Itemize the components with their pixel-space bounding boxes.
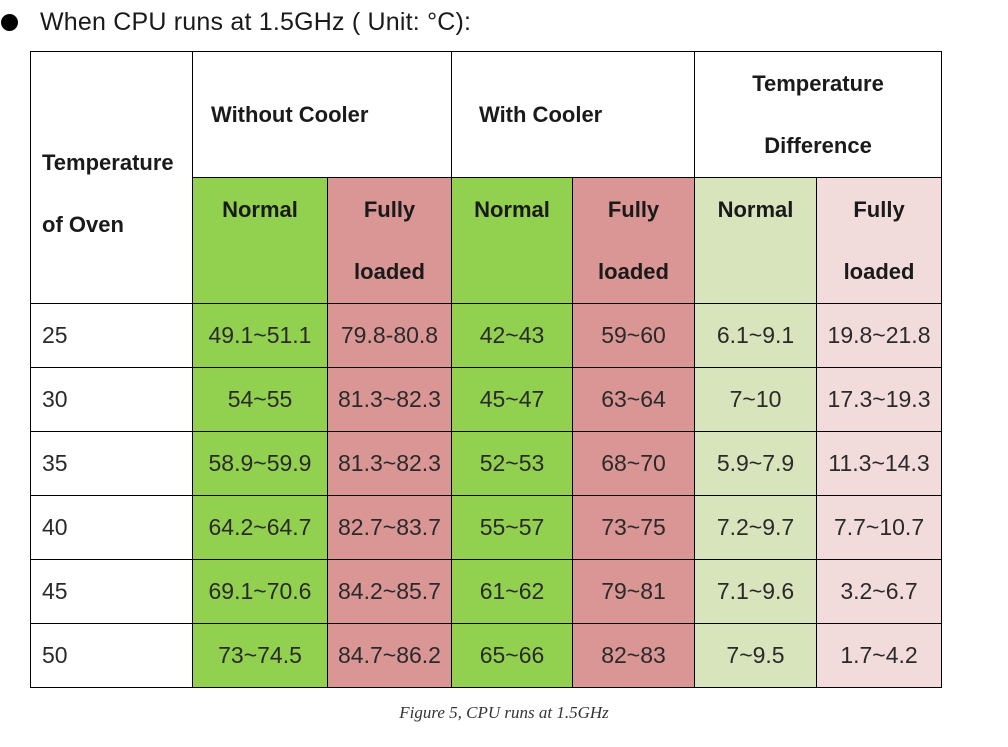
bullet-icon [1,13,18,31]
value-cell: 11.3~14.3 [816,431,943,496]
corner-header-line1: Temperature [42,149,174,175]
oven-temp-cell: 40 [30,495,193,560]
value-cell: 55~57 [451,495,573,560]
value-cell: 73~74.5 [192,623,328,688]
value-cell: 58.9~59.9 [192,431,328,496]
value-cell: 65~66 [451,623,573,688]
sub-header-fully-without: Fully loaded [327,177,452,304]
value-cell: 81.3~82.3 [327,431,452,496]
sub-header-normal-diff: Normal [694,177,818,304]
sub-header-label: loaded [843,259,915,284]
value-cell: 3.2~6.7 [816,559,943,624]
sub-header-label: Fully [853,197,905,222]
value-cell: 84.2~85.7 [327,559,452,624]
value-cell: 7~9.5 [694,623,818,688]
group-header-td-line1: Temperature [752,70,884,96]
sub-header-fully-with: Fully loaded [571,177,696,304]
figure-caption: Figure 5, CPU runs at 1.5GHz [399,703,609,722]
value-cell: 63~64 [571,367,696,432]
value-cell: 6.1~9.1 [694,303,818,368]
value-cell: 5.9~7.9 [694,431,818,496]
value-cell: 84.7~86.2 [327,623,452,688]
value-cell: 7~10 [694,367,818,432]
sub-header-label: Normal [222,197,298,222]
value-cell: 79.8-80.8 [327,303,452,368]
sub-header-label: Fully [363,197,416,222]
corner-header-line2: of Oven [42,211,124,237]
table-row: 50 73~74.5 84.7~86.2 65~66 82~83 7~9.5 1… [30,623,943,688]
oven-temp-cell: 35 [30,431,193,496]
value-cell: 61~62 [451,559,573,624]
temperature-table: Temperature of Oven Without Cooler With … [30,51,943,688]
value-cell: 54~55 [192,367,328,432]
sub-header-label: loaded [354,259,425,284]
group-header-without-cooler: Without Cooler [192,51,452,178]
sub-header-label: loaded [598,259,669,284]
value-cell: 19.8~21.8 [816,303,943,368]
oven-temp-cell: 30 [30,367,193,432]
table-row: 30 54~55 81.3~82.3 45~47 63~64 7~10 17.3… [30,367,943,432]
value-cell: 73~75 [571,495,696,560]
value-cell: 7.1~9.6 [694,559,818,624]
sub-header-normal-without: Normal [192,177,328,304]
value-cell: 52~53 [451,431,573,496]
value-cell: 59~60 [571,303,696,368]
intro-line: When CPU runs at 1.5GHz ( Unit: °C): [0,4,471,40]
value-cell: 7.2~9.7 [694,495,818,560]
value-cell: 17.3~19.3 [816,367,943,432]
group-header-with-cooler: With Cooler [450,51,696,178]
corner-header: Temperature of Oven [30,51,193,304]
value-cell: 49.1~51.1 [192,303,328,368]
table-row: 35 58.9~59.9 81.3~82.3 52~53 68~70 5.9~7… [30,431,943,496]
oven-temp-cell: 50 [30,623,193,688]
value-cell: 64.2~64.7 [192,495,328,560]
sub-header-label: Normal [474,197,550,222]
value-cell: 81.3~82.3 [327,367,452,432]
group-header-temperature-difference: Temperature Difference [694,51,943,178]
oven-temp-cell: 45 [30,559,193,624]
value-cell: 82.7~83.7 [327,495,452,560]
sub-header-label: Normal [717,197,794,222]
value-cell: 79~81 [571,559,696,624]
value-cell: 69.1~70.6 [192,559,328,624]
value-cell: 1.7~4.2 [816,623,943,688]
value-cell: 82~83 [571,623,696,688]
value-cell: 45~47 [451,367,573,432]
oven-temp-cell: 25 [30,303,193,368]
table-row: 40 64.2~64.7 82.7~83.7 55~57 73~75 7.2~9… [30,495,943,560]
intro-text: When CPU runs at 1.5GHz ( Unit: °C): [40,7,472,36]
table-row: 25 49.1~51.1 79.8-80.8 42~43 59~60 6.1~9… [30,303,943,368]
value-cell: 42~43 [451,303,573,368]
value-cell: 7.7~10.7 [816,495,943,560]
sub-header-fully-diff: Fully loaded [816,177,943,304]
value-cell: 68~70 [571,431,696,496]
group-header-td-line2: Difference [764,132,872,158]
header-row-groups: Temperature of Oven Without Cooler With … [30,51,943,304]
sub-header-label: Fully [607,197,660,222]
header-row-subs: Normal Fully loaded Normal Fully loaded … [31,177,943,304]
table-row: 45 69.1~70.6 84.2~85.7 61~62 79~81 7.1~9… [30,559,943,624]
sub-header-normal-with: Normal [451,177,573,304]
